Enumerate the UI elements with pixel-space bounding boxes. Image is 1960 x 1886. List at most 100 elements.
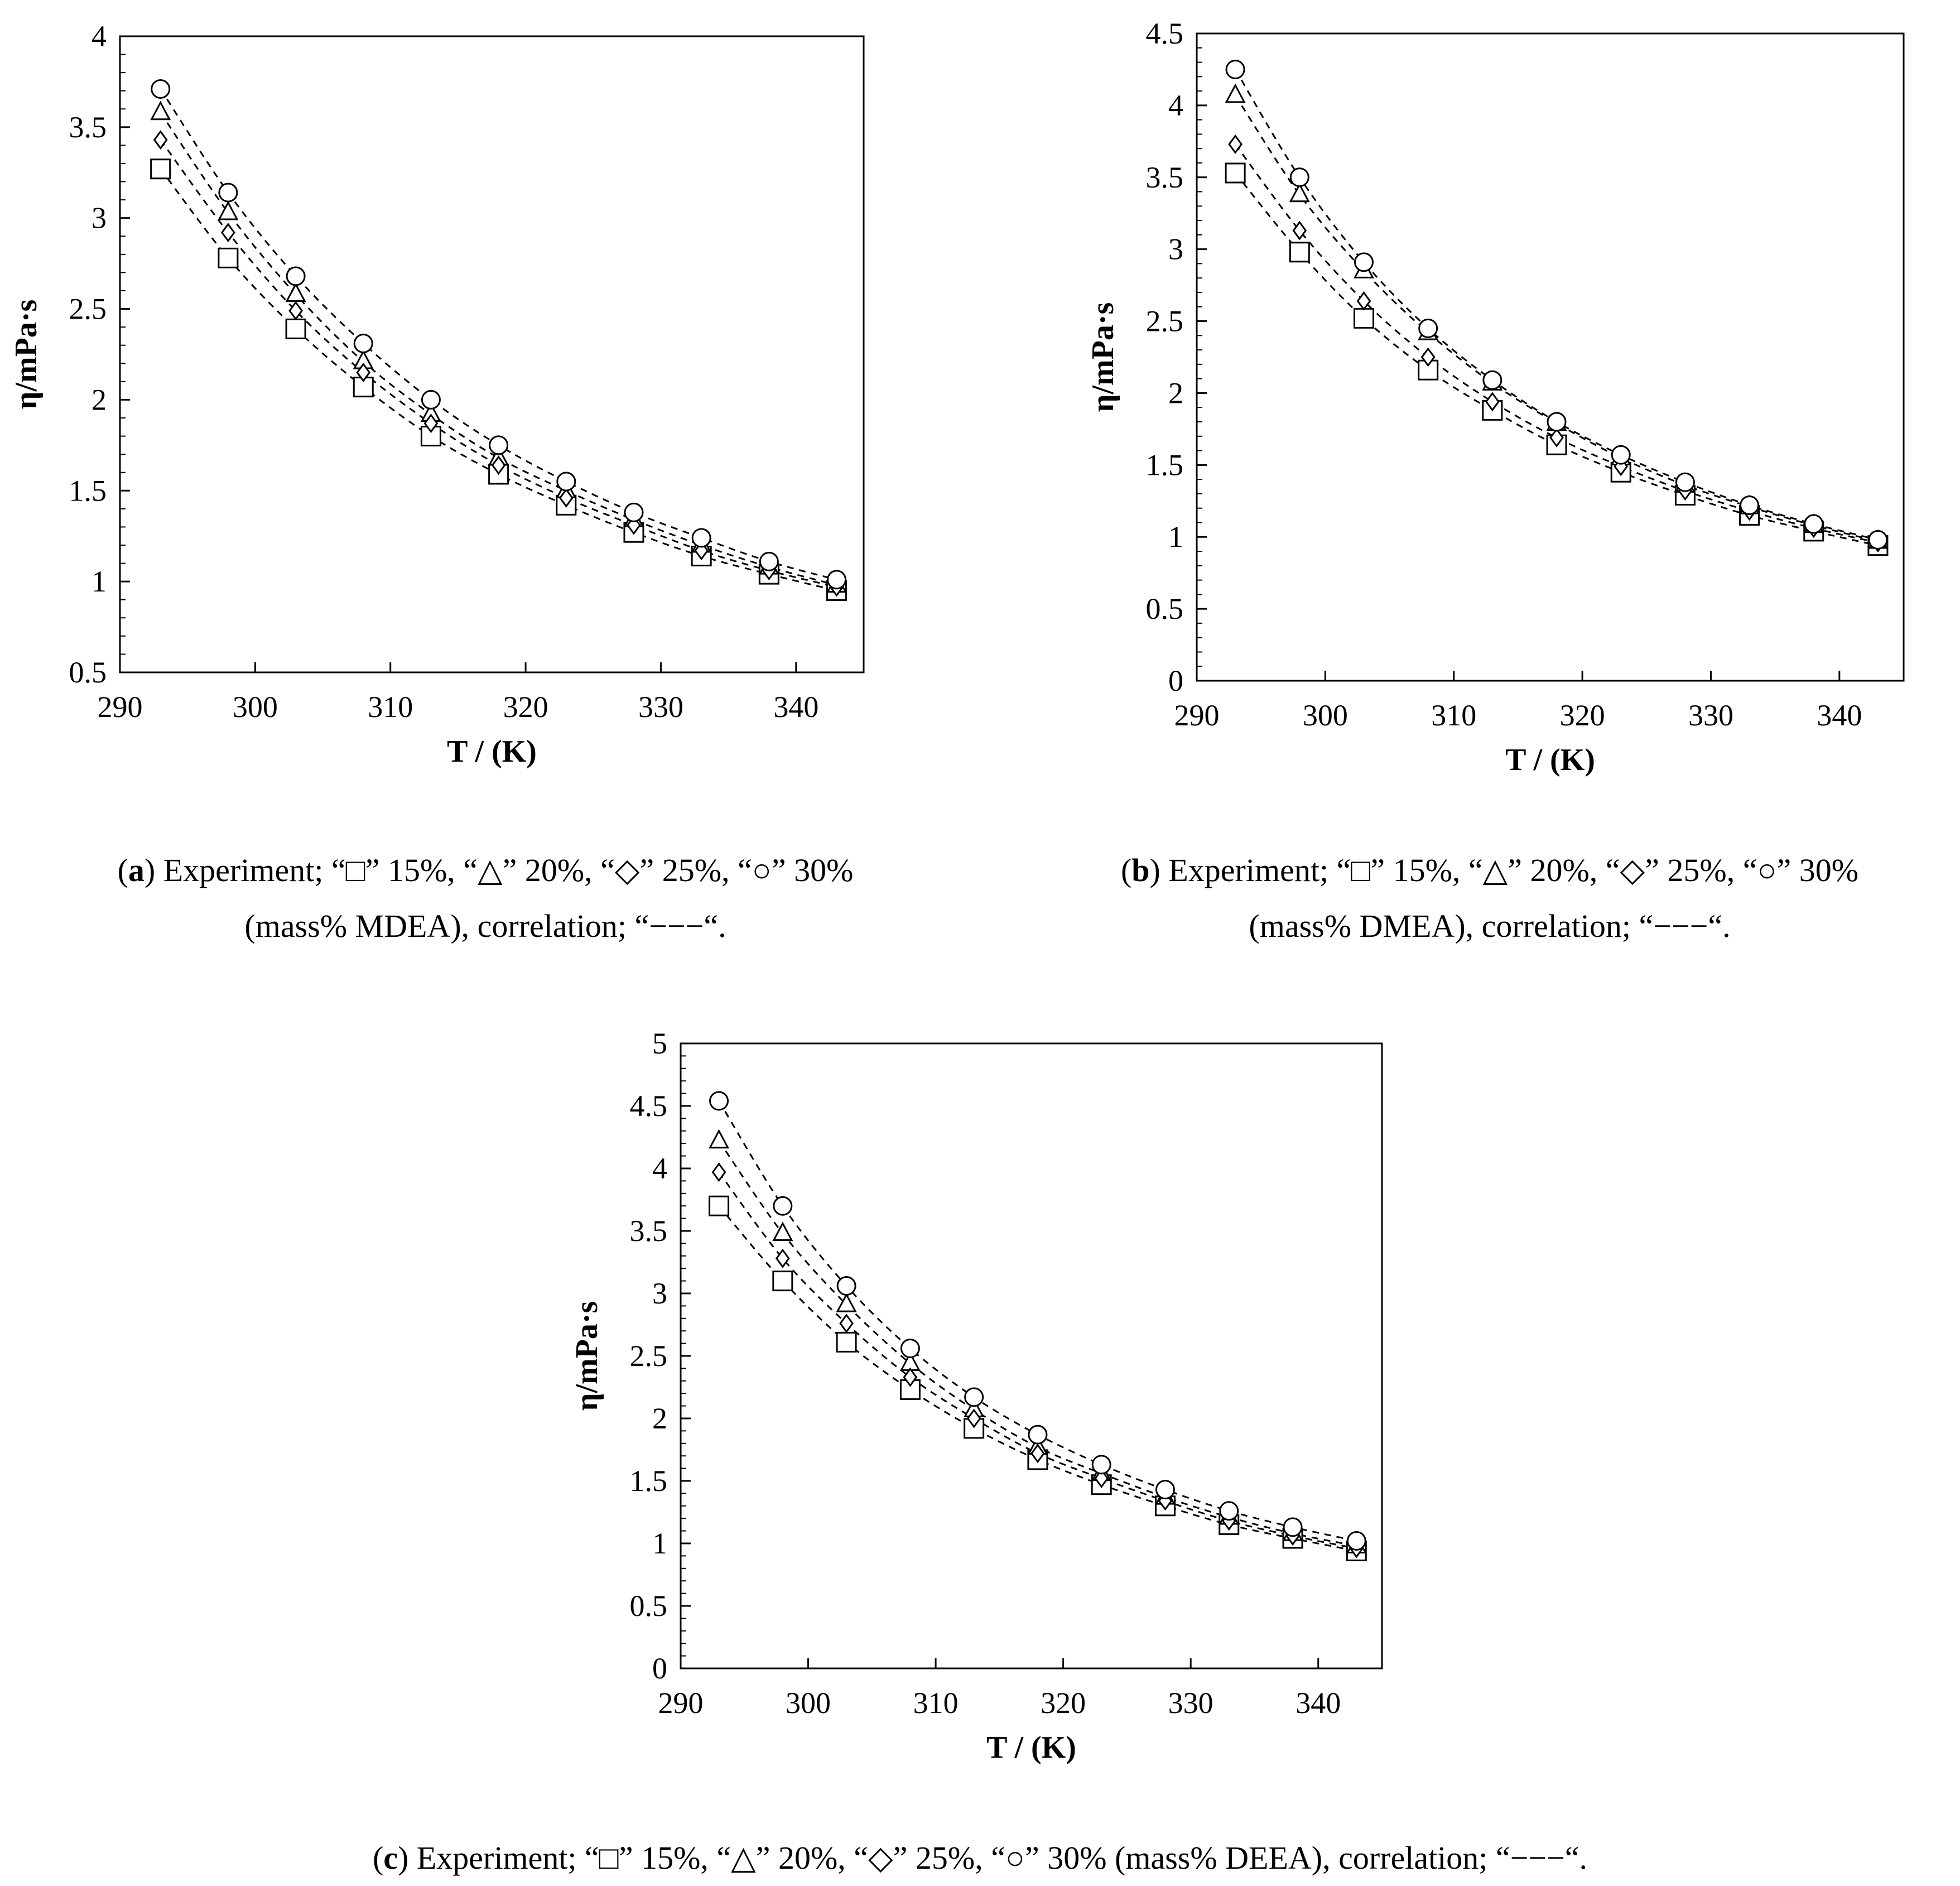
data-point-circle-30pct <box>1283 1517 1303 1537</box>
x-axis-title: T / (K) <box>447 734 537 769</box>
plot-frame <box>680 1042 1383 1670</box>
caption-c-text1: Experiment; “□” 15%, “△” 20%, “◇” 25%, “… <box>408 1840 1588 1876</box>
correlation-line-25pct <box>160 139 837 588</box>
data-point-circle-30pct <box>773 1196 793 1216</box>
correlation-line-20pct <box>1234 95 1879 542</box>
data-point-triangle-20pct <box>836 1292 857 1312</box>
chart-panel-a: 0.5 1 1.5 2 2.5 3 3.5 4 290 300 310 320 330 340 T / (K… <box>0 0 948 815</box>
y-tick-label: 4 <box>652 1152 667 1185</box>
data-point-circle-30pct <box>1804 514 1824 534</box>
x-tick-label: 340 <box>1296 1686 1341 1720</box>
x-tick-label: 290 <box>1174 699 1220 732</box>
data-point-diamond-25pct <box>1420 347 1436 367</box>
caption-b-line2: (mass% DMEA), correlation; “−−−“. <box>1249 908 1731 944</box>
y-tick-label: 1 <box>652 1527 667 1560</box>
data-point-circle-30pct <box>1289 167 1309 187</box>
data-point-triangle-20pct <box>1225 83 1246 103</box>
data-point-triangle-20pct <box>218 200 239 220</box>
y-tick-label: 3.5 <box>69 110 107 144</box>
y-tick-label: 0 <box>652 1652 667 1685</box>
correlation-line-30pct <box>718 1100 1357 1542</box>
y-tick-label: 1 <box>1168 520 1183 554</box>
data-point-diamond-25pct <box>1485 392 1500 412</box>
y-tick-label: 1 <box>92 565 107 598</box>
data-point-circle-30pct <box>1547 412 1567 432</box>
data-point-square-15pct <box>836 1331 857 1353</box>
y-tick-label: 5 <box>652 1027 667 1060</box>
x-tick-label: 320 <box>503 690 548 724</box>
data-point-square-15pct <box>1289 242 1310 263</box>
data-point-circle-30pct <box>1219 1501 1239 1521</box>
x-tick-label: 330 <box>638 690 683 724</box>
data-point-diamond-25pct <box>1549 427 1564 448</box>
data-point-square-15pct <box>1353 307 1374 329</box>
y-axis-title: η/mPa·s <box>570 1301 604 1411</box>
caption-c-line1: (c) Experiment; “□” 15%, “△” 20%, “◇” 25… <box>372 1840 1588 1876</box>
data-point-diamond-25pct <box>775 1248 790 1268</box>
data-point-triangle-20pct <box>772 1221 793 1241</box>
caption-b: (b) Experiment; “□” 15%, “△” 20%, “◇” 25… <box>1021 843 1958 954</box>
x-tick-label: 290 <box>98 690 143 724</box>
y-tick-label: 0.5 <box>1146 592 1184 626</box>
data-point-square-15pct <box>709 1195 730 1216</box>
chart-b: 0 0.5 1 1.5 2 2.5 3 3.5 4 4.5 290 300 310 320 330 340 T … <box>1086 17 1905 777</box>
caption-a-letter: a <box>128 852 145 888</box>
correlation-line-20pct <box>160 112 837 586</box>
y-axis-title: η/mPa·s <box>1086 302 1120 412</box>
chart-panel-c: 0 0.5 1 1.5 2 2.5 3 3.5 4 4.5 5 290 300 310 320 330 340 T… <box>502 1004 1451 1819</box>
x-tick-label: 340 <box>1817 699 1862 732</box>
y-tick-label: 3 <box>92 201 107 235</box>
data-point-diamond-25pct <box>153 130 168 150</box>
data-point-square-15pct <box>772 1271 793 1292</box>
data-point-diamond-25pct <box>221 223 235 243</box>
y-tick-label: 2 <box>652 1402 667 1435</box>
y-tick-label: 0.5 <box>69 656 107 689</box>
data-point-square-15pct <box>285 318 306 339</box>
data-point-square-15pct <box>964 1418 985 1439</box>
data-point-circle-30pct <box>1418 318 1438 338</box>
data-point-diamond-25pct <box>423 413 439 434</box>
x-axis-title: T / (K) <box>986 1730 1076 1765</box>
y-tick-label: 4 <box>1168 89 1183 122</box>
x-tick-label: 290 <box>658 1686 704 1720</box>
x-tick-label: 340 <box>773 690 818 724</box>
data-point-circle-30pct <box>1028 1425 1048 1445</box>
plot-frame <box>119 35 865 673</box>
y-tick-label: 4.5 <box>1146 17 1184 50</box>
data-point-circle-30pct <box>1346 1531 1366 1551</box>
caption-a-text1: Experiment; “□” 15%, “△” 20%, “◇” 25%, “… <box>155 852 854 888</box>
y-tick-label: 3 <box>652 1277 667 1310</box>
chart-c: 0 0.5 1 1.5 2 2.5 3 3.5 4 4.5 5 290 300 310 320 330 340 T… <box>570 1027 1383 1765</box>
data-point-circle-30pct <box>218 182 238 203</box>
plot-frame <box>1196 32 1905 682</box>
data-point-circle-30pct <box>1611 445 1631 465</box>
caption-a-line1: (a) Experiment; “□” 15%, “△” 20%, “◇” 25… <box>117 852 854 888</box>
data-point-circle-30pct <box>709 1091 729 1111</box>
correlation-line-15pct <box>160 168 837 591</box>
correlation-line-15pct <box>718 1205 1357 1552</box>
y-tick-label: 2 <box>92 383 107 416</box>
data-point-circle-30pct <box>286 266 306 286</box>
correlation-line-20pct <box>718 1140 1357 1547</box>
data-point-circle-30pct <box>1868 530 1888 550</box>
x-tick-label: 300 <box>786 1686 831 1720</box>
data-point-diamond-25pct <box>558 488 574 508</box>
x-tick-label: 310 <box>913 1686 959 1720</box>
data-point-circle-30pct <box>489 435 509 455</box>
correlation-line-15pct <box>1234 172 1879 547</box>
y-tick-label: 3.5 <box>630 1214 668 1248</box>
data-point-diamond-25pct <box>903 1367 918 1387</box>
data-point-circle-30pct <box>353 333 373 353</box>
data-point-circle-30pct <box>827 570 847 590</box>
data-point-circle-30pct <box>759 551 779 571</box>
x-tick-label: 310 <box>1431 699 1476 732</box>
data-point-circle-30pct <box>836 1276 856 1296</box>
data-point-circle-30pct <box>1155 1480 1175 1500</box>
y-tick-label: 0.5 <box>630 1589 668 1623</box>
x-tick-label: 300 <box>233 690 278 724</box>
data-point-diamond-25pct <box>1030 1444 1045 1464</box>
y-axis-title: η/mPa·s <box>9 300 44 410</box>
data-point-circle-30pct <box>1354 252 1374 272</box>
data-point-circle-30pct <box>1482 370 1502 390</box>
y-tick-label: 1.5 <box>69 474 107 507</box>
